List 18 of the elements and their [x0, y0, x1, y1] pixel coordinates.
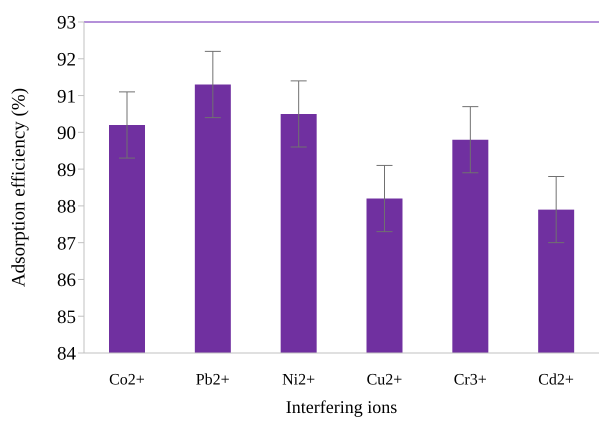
y-tick-label: 92 — [57, 50, 76, 71]
y-tick-label: 84 — [57, 344, 76, 365]
y-tick-label: 91 — [57, 86, 76, 108]
x-tick-label: Pb2+ — [196, 371, 230, 388]
x-tick-label: Cd2+ — [538, 371, 574, 388]
x-tick-label: Co2+ — [109, 371, 145, 388]
y-tick-label: 93 — [57, 12, 76, 34]
y-tick-label: 89 — [57, 160, 76, 181]
x-tick-label: Cr3+ — [454, 371, 487, 388]
y-axis-title: Adsorption efficiency (%) — [8, 88, 30, 288]
y-tick-label: 90 — [57, 123, 76, 144]
y-tick-label: 85 — [57, 306, 76, 328]
x-tick-label: Cu2+ — [366, 371, 402, 388]
x-axis-title: Interfering ions — [286, 397, 398, 417]
y-tick-label: 86 — [57, 270, 76, 292]
y-tick-label: 88 — [57, 196, 76, 218]
x-tick-label: Ni2+ — [282, 371, 316, 388]
y-tick-label: 87 — [57, 233, 76, 254]
